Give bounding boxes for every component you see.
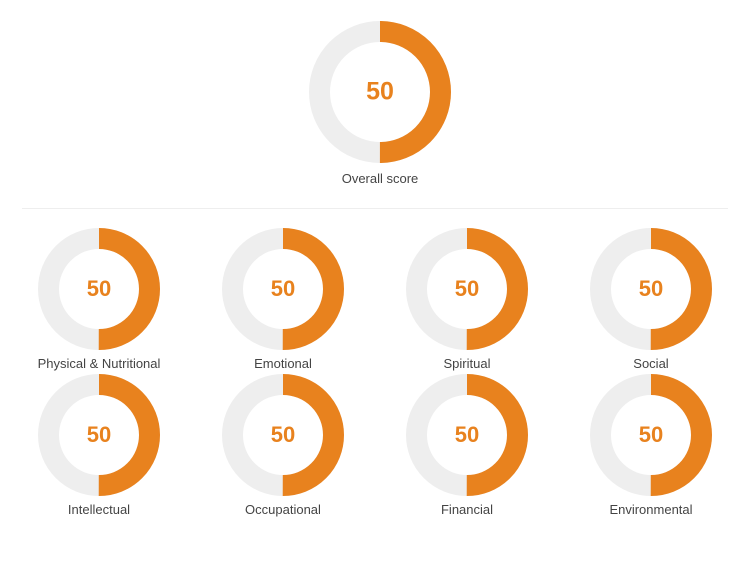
score-arc (38, 374, 160, 496)
category-score-ring: 50 (406, 228, 528, 350)
category-score-label: Physical & Nutritional (37, 356, 161, 371)
category-score-value: 50 (638, 276, 664, 301)
score-arc (406, 228, 528, 350)
category-score-social: 50 Social (559, 228, 743, 371)
category-score-label: Environmental (609, 502, 693, 517)
category-score-value: 50 (86, 276, 112, 301)
category-score-spiritual: 50 Spiritual (375, 228, 559, 371)
category-score-ring: 50 (590, 228, 712, 350)
category-score-value: 50 (270, 422, 296, 447)
score-arc (406, 374, 528, 496)
category-score-label: Financial (440, 502, 494, 517)
score-arc (309, 21, 451, 163)
score-donut (590, 228, 712, 350)
category-score-ring: 50 (406, 374, 528, 496)
category-score-label: Occupational (245, 502, 321, 517)
score-arc (38, 228, 160, 350)
overall-score-widget: 50 Overall score (309, 21, 451, 186)
category-score-ring: 50 (38, 228, 160, 350)
score-donut (590, 374, 712, 496)
score-donut (222, 374, 344, 496)
section-divider (22, 208, 728, 209)
category-score-value: 50 (638, 422, 664, 447)
score-arc (590, 374, 712, 496)
category-score-value: 50 (270, 276, 296, 301)
category-score-ring: 50 (38, 374, 160, 496)
score-donut (222, 228, 344, 350)
category-score-environmental: 50 Environmental (559, 374, 743, 517)
category-score-label: Emotional (254, 356, 312, 371)
category-score-ring: 50 (590, 374, 712, 496)
category-score-value: 50 (454, 276, 480, 301)
category-score-value: 50 (86, 422, 112, 447)
score-arc (590, 228, 712, 350)
category-score-value: 50 (454, 422, 480, 447)
category-score-financial: 50 Financial (375, 374, 559, 517)
category-score-label: Social (633, 356, 669, 371)
overall-score-label: Overall score (341, 171, 419, 186)
score-donut (406, 374, 528, 496)
category-score-physical-nutritional: 50 Physical & Nutritional (7, 228, 191, 371)
category-score-occupational: 50 Occupational (191, 374, 375, 517)
category-score-label: Intellectual (67, 502, 131, 517)
overall-score-value: 50 (366, 77, 394, 106)
score-donut (309, 21, 451, 163)
score-donut (38, 228, 160, 350)
score-arc (222, 228, 344, 350)
category-score-intellectual: 50 Intellectual (7, 374, 191, 517)
category-score-ring: 50 (222, 374, 344, 496)
score-donut (38, 374, 160, 496)
score-arc (222, 374, 344, 496)
score-donut (406, 228, 528, 350)
category-score-ring: 50 (222, 228, 344, 350)
category-score-label: Spiritual (443, 356, 491, 371)
overall-score-ring: 50 (309, 21, 451, 163)
category-score-emotional: 50 Emotional (191, 228, 375, 371)
